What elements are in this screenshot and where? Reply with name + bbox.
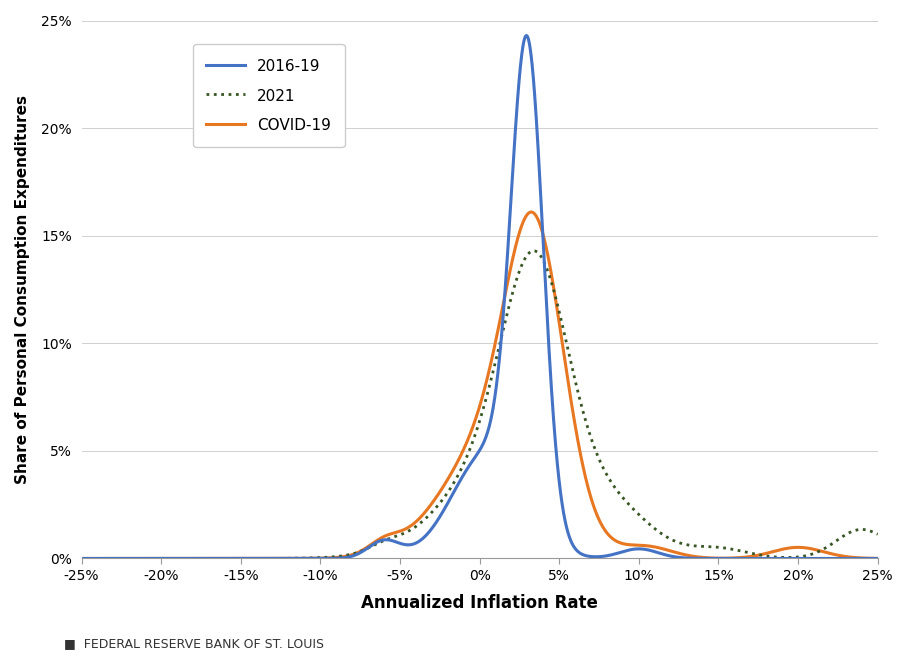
2016-19: [76, 554, 87, 562]
2016-19: [416, 536, 427, 544]
2016-19: [857, 554, 868, 562]
2016-19: [214, 554, 225, 562]
X-axis label: Annualized Inflation Rate: Annualized Inflation Rate: [361, 594, 598, 612]
COVID-19: [214, 554, 225, 562]
2021: [873, 531, 883, 539]
Text: ■  FEDERAL RESERVE BANK OF ST. LOUIS: ■ FEDERAL RESERVE BANK OF ST. LOUIS: [64, 637, 323, 650]
Line: COVID-19: COVID-19: [82, 212, 878, 558]
2021: [214, 554, 225, 562]
COVID-19: [771, 546, 782, 554]
COVID-19: [167, 554, 178, 562]
2021: [167, 554, 178, 562]
Line: 2021: 2021: [82, 251, 878, 558]
2021: [76, 554, 87, 562]
2016-19: [873, 554, 883, 562]
COVID-19: [76, 554, 87, 562]
2021: [857, 525, 868, 533]
COVID-19: [381, 531, 392, 539]
COVID-19: [857, 554, 868, 562]
2021: [771, 553, 782, 561]
COVID-19: [526, 208, 537, 216]
2021: [416, 518, 427, 526]
2021: [528, 247, 539, 255]
2021: [381, 535, 392, 543]
Line: 2016-19: 2016-19: [82, 36, 878, 558]
2016-19: [167, 554, 178, 562]
2016-19: [521, 32, 532, 40]
Y-axis label: Share of Personal Consumption Expenditures: Share of Personal Consumption Expenditur…: [15, 95, 30, 484]
2016-19: [381, 536, 392, 544]
COVID-19: [416, 512, 427, 520]
Legend: 2016-19, 2021, COVID-19: 2016-19, 2021, COVID-19: [192, 44, 344, 147]
COVID-19: [873, 554, 883, 562]
2016-19: [771, 554, 782, 562]
